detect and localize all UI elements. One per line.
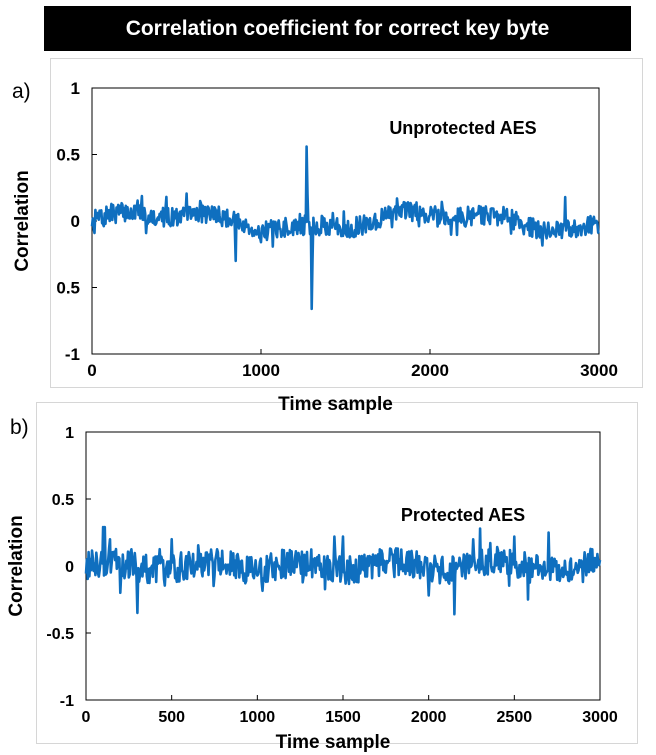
- series-annotation: Unprotected AES: [389, 118, 536, 138]
- x-axis-label: Time sample: [278, 394, 393, 415]
- y-tick-label: 0.5: [56, 279, 80, 298]
- x-tick-label: 3000: [580, 361, 618, 380]
- x-tick-label: 2000: [411, 361, 449, 380]
- y-tick-label: -1: [65, 345, 80, 364]
- y-tick-label: 0: [71, 212, 80, 231]
- x-tick-label: 1000: [242, 361, 280, 380]
- panel-label-b: b): [10, 416, 29, 439]
- y-axis-label: Correlation: [12, 170, 33, 271]
- y-tick-label: 0.5: [56, 146, 80, 165]
- figure-title: Correlation coefficient for correct key …: [44, 6, 631, 51]
- x-tick-label: 0: [87, 361, 96, 380]
- series-line: [90, 145, 600, 311]
- y-tick-label: 1: [71, 79, 80, 98]
- panel-label-a: a): [12, 80, 31, 103]
